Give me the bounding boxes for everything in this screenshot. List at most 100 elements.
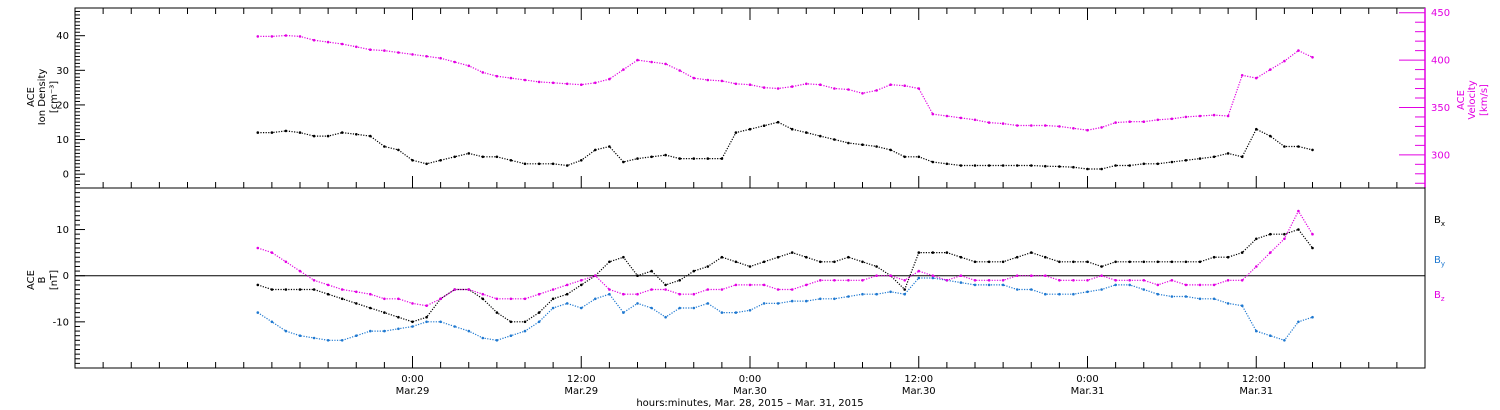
density-point	[1269, 134, 1272, 138]
bx-point	[903, 288, 906, 291]
velocity-point	[748, 83, 752, 86]
velocity-point	[790, 85, 794, 88]
density-point	[523, 162, 527, 166]
velocity-point	[1001, 122, 1005, 125]
velocity-point	[411, 53, 414, 56]
density-point	[1072, 165, 1075, 169]
density-point	[1170, 160, 1174, 164]
bx-point	[1226, 255, 1230, 259]
bx-point	[678, 279, 681, 282]
velocity-point	[1170, 117, 1174, 121]
by-point	[706, 302, 710, 305]
bz-point	[326, 283, 330, 287]
density-point	[734, 131, 738, 134]
velocity-axis-ticks: 300 350 400 450	[1399, 8, 1450, 188]
time-axis-title: hours:minutes, Mar. 28, 2015 – Mar. 31, …	[636, 398, 863, 409]
density-point	[945, 162, 949, 166]
bz-point	[1198, 283, 1202, 287]
bx-point	[1198, 260, 1202, 264]
density-point	[1156, 162, 1160, 166]
by-point	[1297, 320, 1300, 324]
bz-point	[1297, 209, 1300, 213]
density-axis-label-line-3: [cm⁻³]	[49, 81, 60, 113]
velocity-point	[1128, 120, 1131, 123]
bx-point	[1311, 246, 1314, 250]
bz-point	[1212, 283, 1216, 287]
bx-point	[369, 306, 372, 310]
velocity-point	[889, 83, 892, 86]
velocity-axis-label-line-2: Velocity	[1467, 80, 1478, 119]
density-tick-label: 0	[63, 170, 69, 181]
density-point	[1058, 165, 1061, 168]
density-point	[1297, 145, 1300, 148]
velocity-point	[453, 60, 457, 64]
bz-point	[973, 279, 977, 282]
by-point	[1170, 295, 1174, 298]
velocity-point	[650, 60, 653, 64]
bz-point	[481, 292, 485, 296]
velocity-point	[1226, 114, 1230, 118]
velocity-trace	[257, 34, 1313, 131]
by-point	[776, 302, 780, 305]
time-tick-label: 0:00	[1076, 374, 1098, 385]
by-point	[1240, 304, 1244, 308]
bz-point	[917, 269, 921, 273]
by-point	[917, 276, 921, 280]
bz-point	[1142, 279, 1146, 282]
bz-point	[1100, 274, 1103, 278]
density-point	[298, 131, 302, 134]
bx-point	[355, 302, 358, 305]
bx-point	[1086, 260, 1089, 264]
bz-point	[425, 304, 428, 308]
velocity-point	[1240, 74, 1244, 77]
density-point	[1030, 164, 1033, 167]
bz-point	[1226, 279, 1230, 282]
bz-point	[537, 292, 541, 296]
density-point	[383, 145, 386, 148]
by-point	[622, 311, 625, 314]
time-tick-label: 12:00	[1242, 374, 1271, 385]
by-point	[748, 309, 752, 312]
bz-point	[622, 292, 625, 296]
by-point	[383, 329, 386, 333]
velocity-point	[608, 77, 611, 81]
density-point	[284, 129, 288, 133]
density-point	[720, 157, 724, 160]
bz-point	[565, 283, 569, 287]
bz-point	[692, 292, 696, 296]
velocity-point	[1072, 127, 1075, 130]
velocity-point	[1100, 126, 1103, 129]
density-point	[467, 152, 471, 155]
velocity-point	[622, 68, 625, 71]
by-point	[847, 295, 850, 298]
density-axis-label-line-2: Ion Density	[37, 69, 48, 126]
date-tick-label: Mar.30	[902, 386, 936, 397]
density-point	[326, 134, 330, 138]
bz-point	[861, 279, 864, 282]
bx-point	[1212, 255, 1216, 259]
by-point	[790, 299, 794, 303]
density-point	[312, 134, 316, 138]
density-axis-ticks: 0 10 20 30 40	[56, 7, 85, 189]
density-point	[256, 131, 260, 134]
by-point	[734, 311, 738, 314]
density-point	[692, 157, 696, 160]
bfield-tick-label: 10	[56, 225, 69, 236]
by-point	[1255, 329, 1258, 333]
velocity-point	[945, 114, 949, 118]
by-point	[270, 320, 274, 324]
velocity-point	[861, 92, 864, 95]
bx-point	[931, 251, 935, 254]
by-point	[1114, 283, 1117, 287]
density-point	[636, 157, 639, 160]
bz-point	[819, 279, 822, 282]
bz-point	[706, 288, 710, 291]
bfield-tick-label: 0	[63, 271, 69, 282]
bx-point	[720, 255, 724, 259]
bx-point	[622, 255, 625, 259]
bx-point	[481, 297, 485, 301]
velocity-point	[1030, 124, 1033, 127]
velocity-tick-label: 350	[1431, 103, 1450, 114]
bx-point	[383, 311, 386, 314]
